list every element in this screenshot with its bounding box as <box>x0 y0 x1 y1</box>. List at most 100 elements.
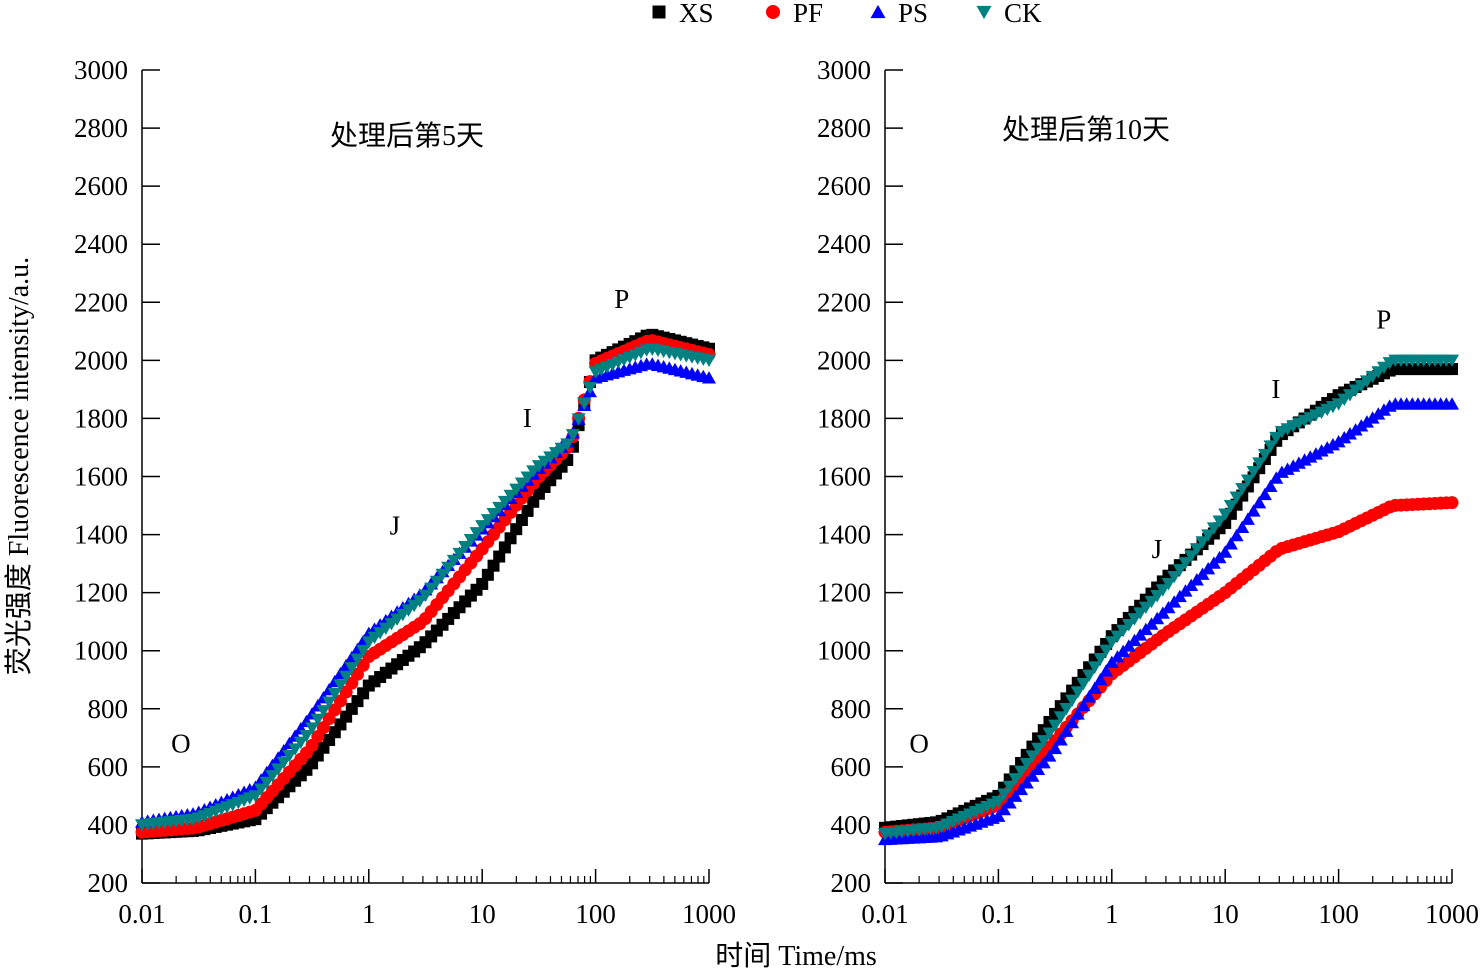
data-point-ps <box>1070 707 1085 720</box>
data-point-ck <box>1019 757 1034 771</box>
data-point-ck <box>1036 735 1051 748</box>
data-point-xs <box>498 541 511 554</box>
annotation-j: J <box>390 511 401 541</box>
data-point-ck <box>486 507 501 521</box>
data-point-xs <box>481 568 494 581</box>
y-tick-label: 2400 <box>74 229 128 259</box>
data-point-xs <box>521 504 534 517</box>
data-point-ck <box>480 514 495 527</box>
data-point-ck <box>991 796 1006 809</box>
data-point-ck <box>492 501 507 515</box>
data-point-ck <box>1161 577 1176 591</box>
data-point-ck <box>1167 571 1182 584</box>
data-point-ps <box>1257 487 1272 501</box>
data-point-ck <box>1093 652 1108 666</box>
data-point-ck <box>1206 522 1221 535</box>
data-point-xs <box>510 523 523 536</box>
data-point-xs <box>493 550 506 563</box>
data-point-ps <box>1053 733 1068 746</box>
annotation-i: I <box>1271 374 1280 404</box>
panel-title: 处理后第5天 <box>330 120 484 152</box>
data-point-ck <box>1218 508 1233 521</box>
legend-marker-ps <box>870 4 886 19</box>
legend-label-ck: CK <box>1004 0 1042 28</box>
data-point-pf <box>1445 496 1459 510</box>
data-point-ck <box>1138 601 1153 615</box>
y-tick-label: 2600 <box>817 171 871 201</box>
y-tick-label: 2800 <box>74 113 128 143</box>
data-point-ck <box>1252 457 1267 470</box>
data-point-ck <box>1240 474 1255 487</box>
y-tick-label: 1800 <box>74 403 128 433</box>
data-point-ck <box>458 540 473 554</box>
y-tick-label: 400 <box>88 810 129 840</box>
x-tick-label: 1000 <box>1425 899 1479 929</box>
data-point-ck <box>1031 742 1046 756</box>
data-point-ck <box>1099 644 1114 658</box>
y-tick-label: 3000 <box>817 55 871 85</box>
annotation-o: O <box>909 728 929 758</box>
data-point-ps <box>1076 698 1091 712</box>
data-point-ck <box>248 790 263 803</box>
data-point-ck <box>577 397 592 411</box>
data-point-ps <box>1002 796 1017 809</box>
y-tick-label: 600 <box>831 752 872 782</box>
data-point-ck <box>1189 543 1204 556</box>
data-point-ck <box>1212 515 1227 528</box>
data-point-ck <box>441 561 456 575</box>
data-point-ps <box>1093 672 1108 686</box>
data-point-ck <box>1235 482 1250 496</box>
data-point-ck <box>1048 719 1063 732</box>
data-point-ps <box>1019 776 1034 789</box>
data-point-ck <box>1246 465 1261 479</box>
data-point-ck <box>1155 584 1170 597</box>
y-tick-label: 1000 <box>817 636 871 666</box>
legend-label-xs: XS <box>679 0 714 28</box>
data-point-ck <box>1059 702 1074 716</box>
y-tick-label: 1400 <box>74 520 128 550</box>
data-point-ck <box>350 653 365 666</box>
data-point-ck <box>1263 440 1278 453</box>
series-ps <box>878 397 1459 846</box>
data-point-ck <box>259 776 274 790</box>
data-point-ps <box>1218 545 1233 558</box>
data-point-ck <box>1104 636 1119 649</box>
y-tick-label: 2200 <box>817 287 871 317</box>
x-tick-label: 100 <box>575 899 616 929</box>
data-point-ck <box>1144 595 1159 609</box>
data-point-ps <box>1042 749 1057 762</box>
data-point-ck <box>429 575 444 589</box>
data-point-ck <box>582 381 597 395</box>
x-tick-label: 100 <box>1318 899 1359 929</box>
data-point-ck <box>497 495 512 509</box>
data-point-ck <box>1076 677 1091 691</box>
data-point-ck <box>1201 529 1216 542</box>
y-tick-label: 2400 <box>817 229 871 259</box>
data-point-ps <box>1252 495 1267 509</box>
data-point-ck <box>293 736 308 750</box>
y-tick-label: 200 <box>88 868 129 898</box>
y-tick-label: 1200 <box>817 578 871 608</box>
x-tick-label: 1 <box>362 899 376 929</box>
data-point-ck <box>997 788 1012 801</box>
legend-label-pf: PF <box>793 0 823 28</box>
data-point-xs <box>1446 363 1458 376</box>
y-tick-label: 2200 <box>74 287 128 317</box>
data-point-ck <box>514 477 529 490</box>
data-point-ps <box>1025 769 1040 782</box>
annotation-o: O <box>171 728 191 758</box>
data-point-ps <box>1235 520 1250 534</box>
data-point-ps <box>1246 504 1261 517</box>
data-point-ps <box>1223 537 1238 550</box>
data-point-ps <box>1048 741 1063 755</box>
panel-title: 处理后第10天 <box>1002 114 1170 146</box>
data-point-xs <box>487 559 500 572</box>
data-point-ck <box>702 354 716 368</box>
panel-day-10: 200 400 600 800 1000 1200 1400 1600 1800 2000 2200… <box>817 55 1479 929</box>
data-point-ck <box>271 763 286 776</box>
x-tick-label: 0.1 <box>982 899 1016 929</box>
data-point-ck <box>1008 773 1023 786</box>
data-point-ck <box>1229 491 1244 504</box>
data-point-ps <box>997 802 1012 816</box>
